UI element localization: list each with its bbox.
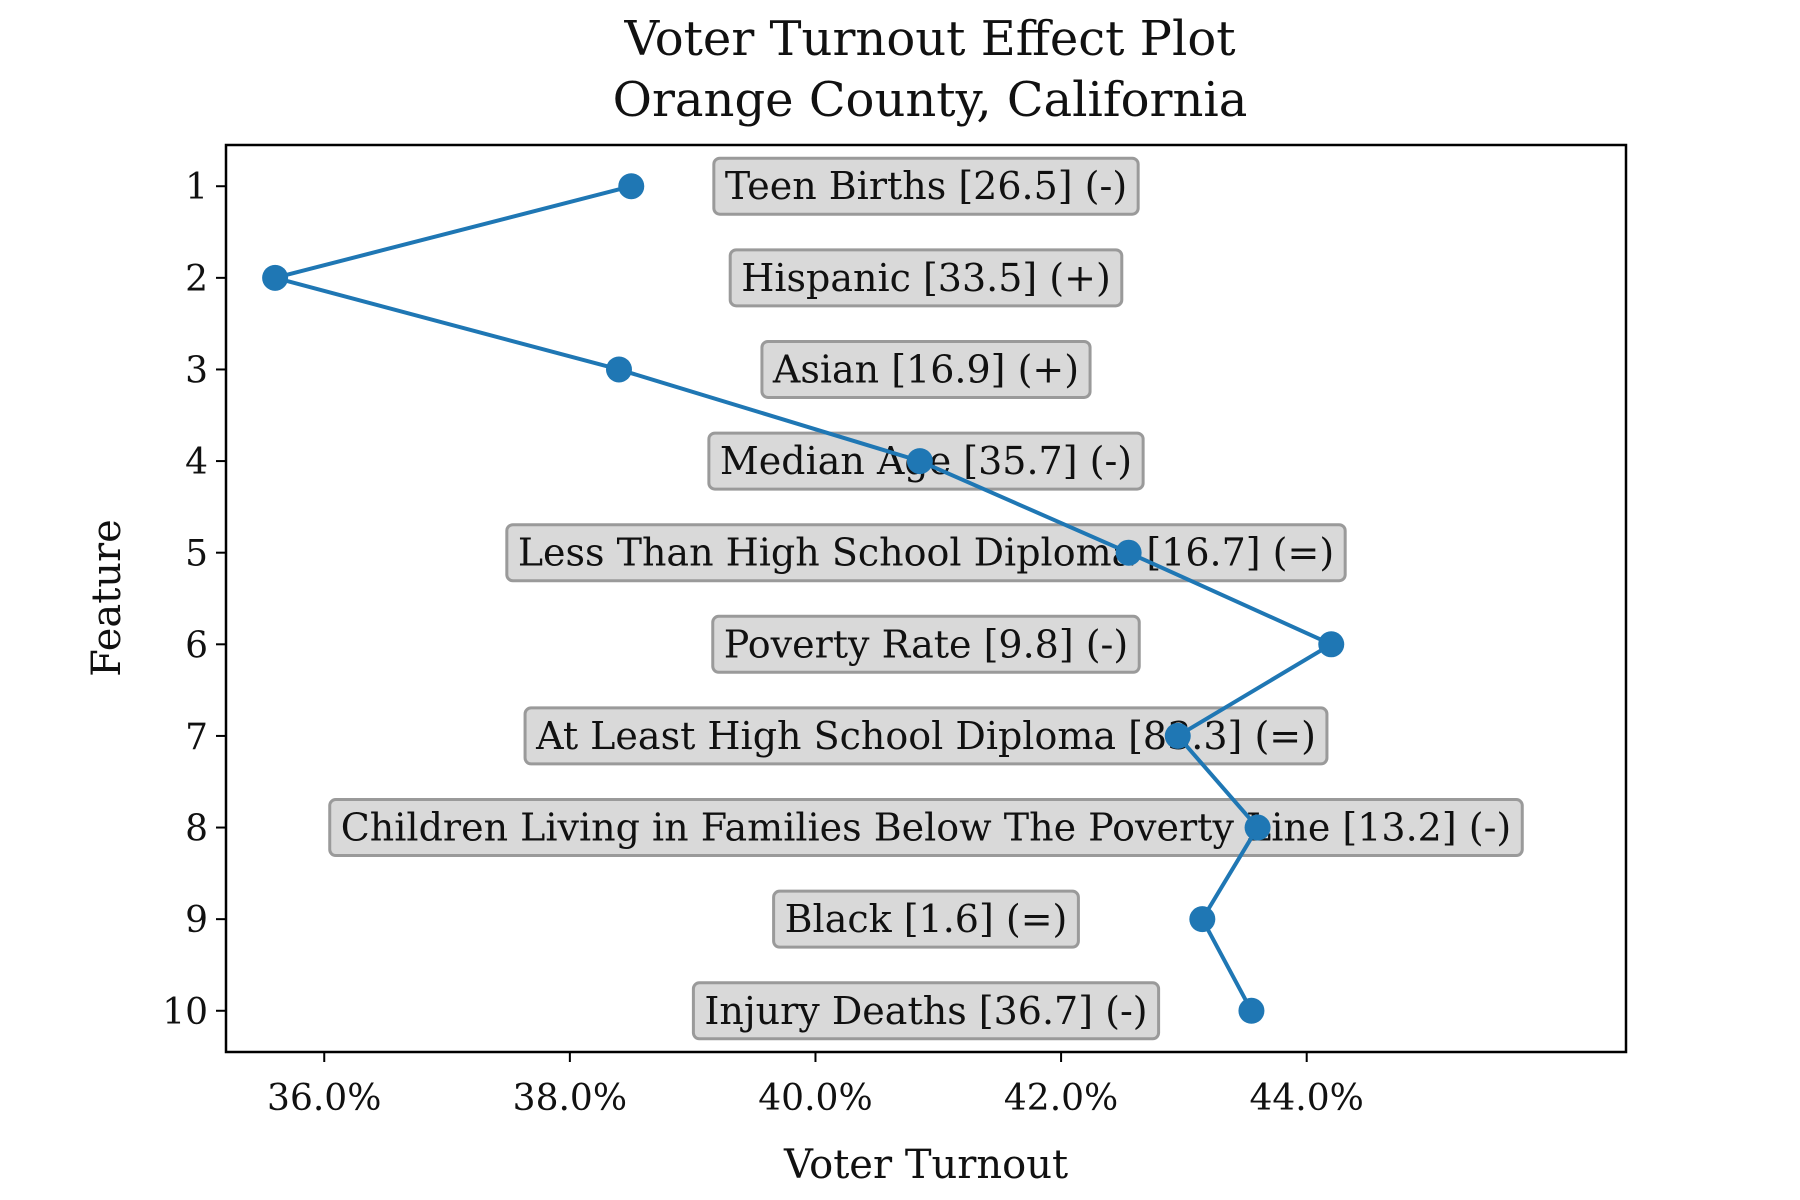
x-tick-label: 42.0%	[1004, 1078, 1118, 1119]
data-point	[1244, 814, 1271, 841]
data-point	[605, 356, 632, 383]
annotation-text: At Least High School Diploma [83.3] (=)	[535, 714, 1316, 758]
y-tick-label: 3	[185, 350, 208, 391]
annotation-box	[505, 523, 1347, 583]
annotation-box	[523, 706, 1329, 766]
label-layer: Teen Births [26.5] (-) Hispanic [33.5] (+…	[328, 156, 1524, 1041]
x-tick-label: 40.0%	[758, 1078, 872, 1119]
plot-frame	[224, 143, 1628, 1054]
feature-annotation: Asian [16.9] (+)	[760, 339, 1092, 399]
annotation-box	[328, 798, 1524, 858]
y-tick-label: 10	[162, 992, 208, 1033]
annotation-text: Hispanic [33.5] (+)	[741, 256, 1111, 300]
feature-annotation: Less Than High School Diploma [16.7] (=)	[505, 523, 1347, 583]
annotation-text: Teen Births [26.5] (-)	[725, 164, 1127, 208]
feature-annotation: Black [1.6] (=)	[772, 889, 1080, 949]
feature-annotation: Poverty Rate [9.8] (-)	[711, 614, 1141, 674]
data-point	[906, 448, 933, 475]
feature-annotation: Injury Deaths [36.7] (-)	[691, 981, 1161, 1041]
annotation-box	[728, 248, 1124, 308]
feature-annotation: Teen Births [26.5] (-)	[712, 156, 1140, 216]
feature-annotation: Hispanic [33.5] (+)	[728, 248, 1124, 308]
x-axis-label: Voter Turnout	[783, 1142, 1068, 1188]
annotation-box	[772, 889, 1080, 949]
y-tick-label: 7	[185, 717, 208, 758]
data-point	[1318, 631, 1345, 658]
x-tick-label: 44.0%	[1250, 1078, 1364, 1119]
feature-annotation: At Least High School Diploma [83.3] (=)	[523, 706, 1329, 766]
y-axis: 1 2 3 4 5 6 7 8 9 10	[162, 167, 226, 1033]
data-point	[618, 173, 645, 200]
annotation-box	[712, 156, 1140, 216]
x-tick-label: 38.0%	[513, 1078, 627, 1119]
x-tick-label: 36.0%	[267, 1078, 381, 1119]
y-tick-label: 9	[185, 900, 208, 941]
data-point	[1189, 906, 1216, 933]
series-layer	[262, 173, 1345, 1024]
annotation-text: Injury Deaths [36.7] (-)	[704, 989, 1147, 1033]
y-tick-label: 1	[185, 167, 208, 208]
annotation-text: Less Than High School Diploma [16.7] (=)	[518, 531, 1334, 575]
y-axis-label: Feature	[84, 519, 130, 677]
annotation-box	[711, 614, 1141, 674]
annotation-text: Children Living in Families Below The Po…	[341, 806, 1512, 850]
y-tick-label: 2	[185, 259, 208, 300]
annotation-text: Black [1.6] (=)	[785, 897, 1068, 941]
annotation-text: Asian [16.9] (+)	[772, 347, 1079, 391]
data-point	[1115, 539, 1142, 566]
y-tick-label: 8	[185, 809, 208, 850]
series-line	[273, 184, 1334, 1012]
data-point	[1238, 997, 1265, 1024]
annotation-text: Poverty Rate [9.8] (-)	[724, 622, 1128, 666]
y-tick-label: 6	[185, 625, 208, 666]
annotation-box	[760, 339, 1092, 399]
chart-subtitle: Orange County, California	[613, 72, 1248, 128]
y-tick-label: 4	[185, 442, 208, 483]
data-point	[262, 264, 289, 291]
chart-title: Voter Turnout Effect Plot	[623, 11, 1235, 67]
x-axis: 36.0% 38.0% 40.0% 42.0% 44.0%	[267, 1052, 1364, 1119]
data-point	[1164, 722, 1191, 749]
y-tick-label: 5	[185, 534, 208, 575]
feature-annotation: Children Living in Families Below The Po…	[328, 798, 1524, 858]
annotation-box	[691, 981, 1161, 1041]
